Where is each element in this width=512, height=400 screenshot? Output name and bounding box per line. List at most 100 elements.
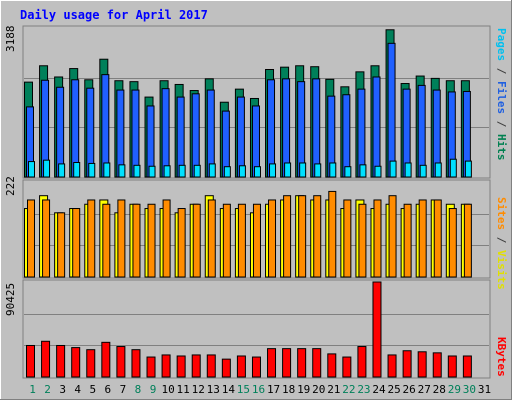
bar-kbytes (251, 356, 261, 378)
bar-sites (328, 190, 337, 278)
bar-kbytes (297, 348, 307, 378)
x-tick-label: 5 (89, 383, 96, 396)
bar-pages (28, 161, 35, 178)
legend-kbytes: KBytes (495, 337, 508, 377)
bar-sites (403, 203, 412, 278)
bar-pages (449, 158, 457, 178)
bar-sites (57, 212, 66, 278)
legend-sites-visits: Sites / Visits (495, 197, 508, 290)
bar-kbytes (372, 281, 382, 378)
bar-sites (147, 203, 156, 278)
bar-pages (434, 162, 442, 178)
bar-pages (193, 164, 201, 178)
legend-item-3: / (495, 114, 508, 134)
bar-pages (329, 162, 337, 178)
bar-pages (223, 166, 231, 178)
x-tick-label: 30 (463, 383, 476, 396)
x-tick-label: 31 (478, 383, 491, 396)
x-tick-label: 10 (161, 383, 174, 396)
legend-item-2: Visits (495, 250, 508, 290)
legend-item-0: Pages (495, 28, 508, 61)
bar-files (161, 88, 170, 178)
bar-kbytes (101, 341, 111, 378)
bar-files (131, 89, 140, 178)
bar-files (236, 96, 245, 178)
bar-pages (148, 165, 156, 178)
bar-pages (238, 165, 246, 178)
bar-kbytes (432, 352, 442, 378)
bar-kbytes (176, 355, 186, 378)
bar-sites (283, 195, 292, 278)
bar-pages (43, 159, 51, 178)
bar-kbytes (191, 354, 201, 378)
bar-kbytes (86, 349, 96, 378)
bar-kbytes (26, 344, 35, 378)
bar-sites (418, 199, 427, 278)
x-tick-label: 24 (372, 383, 386, 396)
bar-kbytes (402, 350, 412, 378)
bar-kbytes (357, 346, 367, 378)
x-tick-label: 12 (192, 383, 205, 396)
bar-sites (252, 203, 261, 278)
bar-pages (163, 165, 171, 178)
x-tick-label: 23 (357, 383, 370, 396)
bar-pages (344, 166, 352, 178)
bar-sites (117, 199, 126, 278)
bar-files (417, 84, 426, 178)
bar-sites (27, 199, 35, 278)
legend-item-1: / (495, 230, 508, 250)
bar-pages (374, 165, 382, 178)
bar-sites (42, 199, 51, 278)
bar-kbytes (447, 355, 457, 378)
x-tick-label: 28 (433, 383, 446, 396)
chart-title: Daily usage for April 2017 (20, 8, 208, 22)
bar-sites (162, 199, 171, 278)
max-label-kbytes: 90425 (4, 283, 17, 316)
bar-files (282, 78, 291, 178)
bar-sites (463, 203, 472, 278)
bar-files (372, 76, 381, 178)
x-tick-label: 15 (237, 383, 250, 396)
bar-files (191, 93, 200, 178)
x-tick-label: 26 (403, 383, 416, 396)
bar-pages (208, 163, 216, 178)
bar-kbytes (56, 344, 66, 378)
bar-files (101, 74, 110, 178)
bar-kbytes (267, 348, 277, 378)
bar-pages (253, 166, 261, 178)
bar-pages (73, 162, 81, 178)
max-label-visits: 222 (4, 176, 17, 196)
bar-kbytes (206, 354, 216, 378)
bar-pages (269, 163, 277, 178)
x-axis-labels: 1 2 3 4 5 6 7 8 9 10 11 12 13 14 15 16 17 18 19 20 21 22 23 24 2… (29, 383, 491, 396)
legend-item-1: / (495, 61, 508, 81)
bar-kbytes (71, 347, 81, 378)
bar-sites (237, 203, 246, 278)
bar-kbytes (282, 348, 292, 378)
x-tick-label: 18 (282, 383, 295, 396)
bar-sites (192, 203, 201, 278)
x-tick-label: 25 (387, 383, 400, 396)
bar-files (116, 89, 125, 178)
bar-sites (343, 199, 352, 278)
bar-pages (103, 162, 111, 178)
bar-sites (132, 203, 141, 278)
x-tick-label: 13 (207, 383, 220, 396)
x-tick-label: 3 (59, 383, 66, 396)
bar-sites (433, 199, 442, 278)
bar-sites (298, 195, 307, 278)
bar-pages (359, 164, 367, 178)
bar-pages (58, 163, 66, 178)
x-tick-label: 4 (74, 383, 81, 396)
bar-pages (419, 164, 427, 178)
bar-sites (177, 208, 186, 278)
x-tick-label: 11 (177, 383, 190, 396)
bar-sites (313, 195, 322, 278)
bar-files (312, 78, 321, 178)
bar-kbytes (116, 346, 126, 378)
bar-kbytes (41, 340, 51, 378)
bar-kbytes (236, 355, 246, 378)
x-tick-label: 2 (44, 383, 51, 396)
